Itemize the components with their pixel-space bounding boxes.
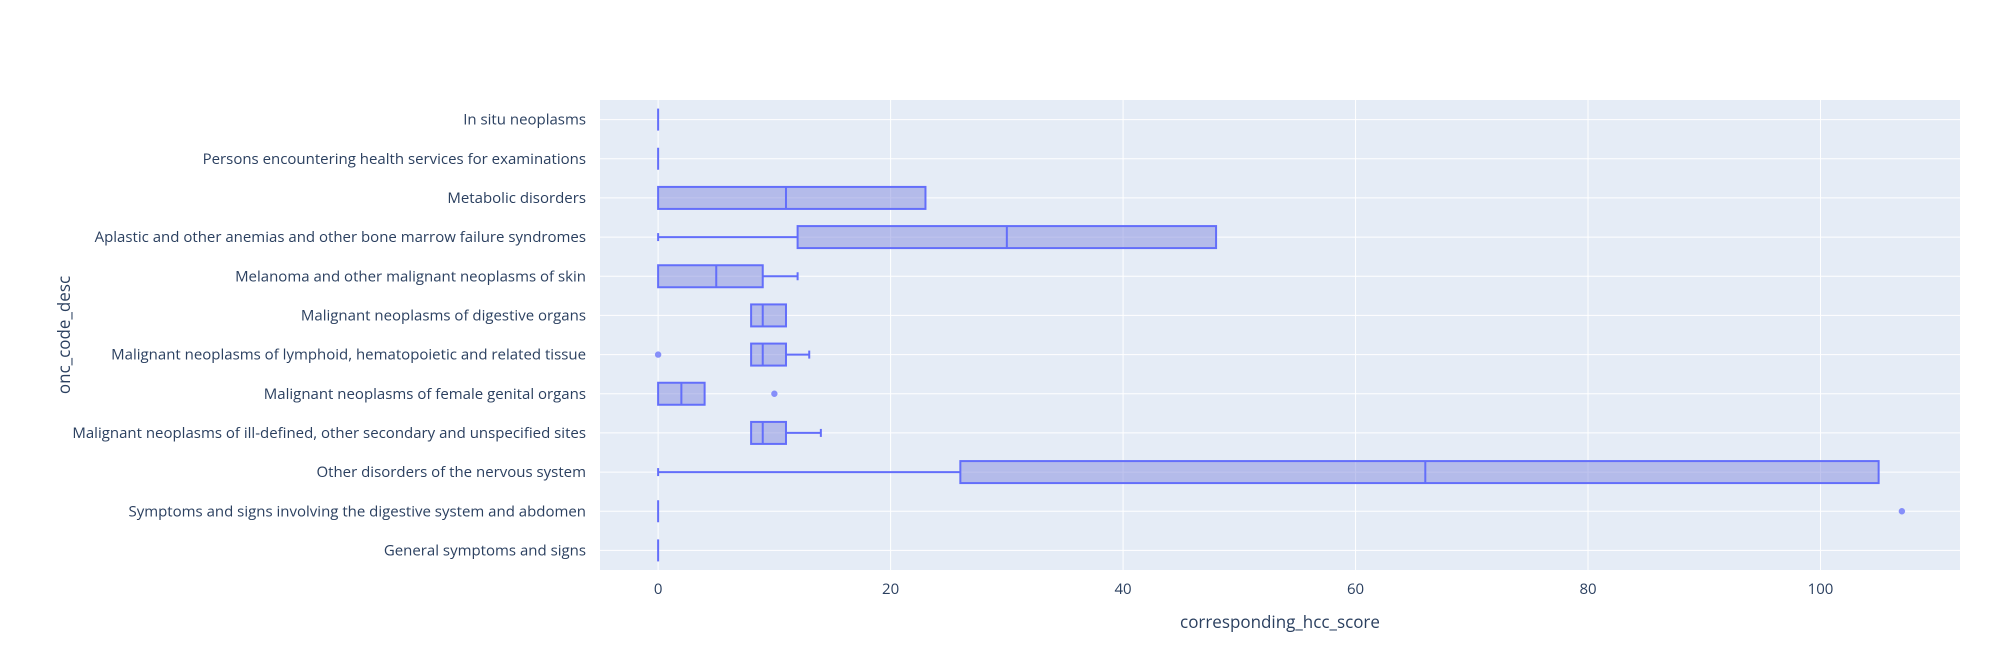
outlier-point <box>771 391 777 397</box>
box-rect <box>960 461 1878 483</box>
x-tick-label: 0 <box>654 579 663 599</box>
box-rect <box>658 265 763 287</box>
box-rect <box>751 422 786 444</box>
chart-svg: 0 20 40 60 80 100 In situ neoplasms Persons enc… <box>0 0 1999 668</box>
y-tick-label: Melanoma and other malignant neoplasms o… <box>235 266 586 286</box>
box-trace <box>658 187 925 209</box>
plot-area <box>600 100 1960 570</box>
y-tick-label: Malignant neoplasms of lymphoid, hematop… <box>111 345 586 365</box>
box-rect <box>658 187 925 209</box>
x-tick-label: 80 <box>1579 579 1596 599</box>
x-axis-title: corresponding_hcc_score <box>1180 610 1380 633</box>
y-tick-label: Aplastic and other anemias and other bon… <box>95 227 586 247</box>
y-tick-label: General symptoms and signs <box>384 540 586 560</box>
box-trace <box>751 304 786 326</box>
y-tick-label: Metabolic disorders <box>447 188 586 208</box>
outlier-point <box>655 351 661 357</box>
y-tick-label: Other disorders of the nervous system <box>316 462 586 482</box>
box-rect <box>751 344 786 366</box>
box-rect <box>751 304 786 326</box>
outlier-point <box>1899 508 1905 514</box>
y-tick-label: Malignant neoplasms of ill-defined, othe… <box>72 423 586 443</box>
x-tick-label: 20 <box>882 579 899 599</box>
y-tick-label: Malignant neoplasms of digestive organs <box>301 305 586 325</box>
y-tick-label: Symptoms and signs involving the digesti… <box>128 501 586 521</box>
x-tick-label: 60 <box>1347 579 1364 599</box>
x-tick-label: 100 <box>1808 579 1834 599</box>
boxplot-chart: 0 20 40 60 80 100 In situ neoplasms Persons enc… <box>0 0 1999 668</box>
y-tick-label: Persons encountering health services for… <box>203 149 586 169</box>
y-tick-label: Malignant neoplasms of female genital or… <box>264 384 586 404</box>
y-tick-label: In situ neoplasms <box>463 110 586 130</box>
y-axis-title: onc_code_desc <box>52 276 75 394</box>
x-tick-label: 40 <box>1114 579 1131 599</box>
